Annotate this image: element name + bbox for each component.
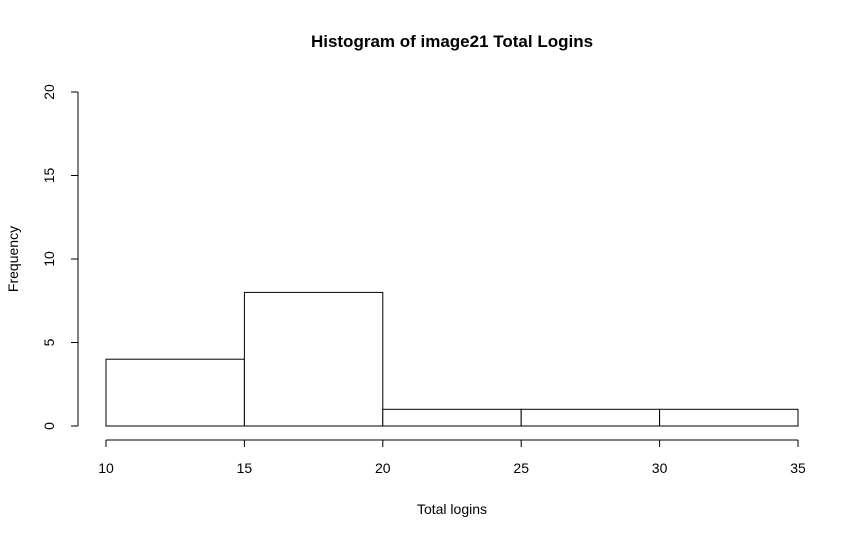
y-axis: 0 5 10 15 20 [41, 84, 79, 430]
chart-title: Histogram of image21 Total Logins [311, 32, 593, 51]
y-tick-label: 20 [41, 84, 57, 100]
y-tick-label: 5 [41, 338, 57, 346]
x-tick-label: 15 [237, 460, 253, 476]
x-tick-label: 25 [513, 460, 529, 476]
histogram-bar [659, 408, 799, 427]
x-axis-label: Total logins [417, 501, 487, 517]
histogram-bar [243, 291, 384, 427]
x-tick-label: 20 [375, 460, 391, 476]
y-tick-label: 0 [41, 422, 57, 430]
bars-group [105, 291, 799, 427]
x-axis: 10 15 20 25 30 35 [98, 439, 806, 476]
y-tick-label: 15 [41, 168, 57, 184]
x-tick-label: 35 [790, 460, 806, 476]
histogram-bar [382, 408, 522, 427]
histogram-bar [520, 408, 661, 427]
x-tick-label: 30 [652, 460, 668, 476]
x-tick-label: 10 [98, 460, 114, 476]
y-axis-label: Frequency [5, 226, 21, 292]
y-tick-label: 10 [41, 251, 57, 267]
histogram-bar [105, 358, 245, 427]
